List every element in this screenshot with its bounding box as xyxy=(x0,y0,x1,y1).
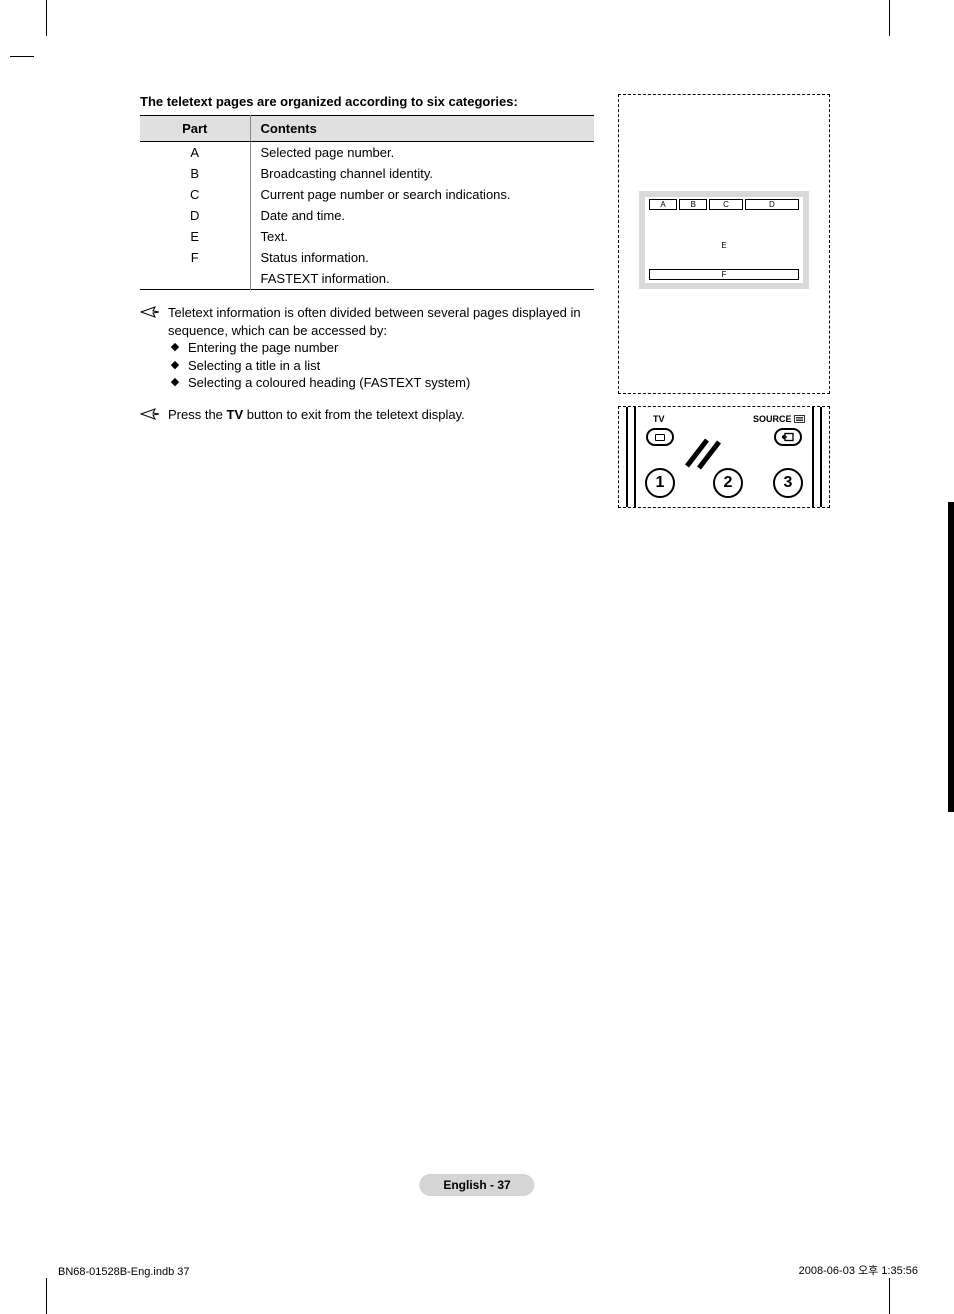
table-header-part: Part xyxy=(140,116,250,142)
table-cell xyxy=(140,268,250,290)
table-cell: Date and time. xyxy=(250,205,594,226)
side-tab-marker xyxy=(948,502,954,812)
page-body: The teletext pages are organized accordi… xyxy=(140,94,830,508)
bullet-text: Entering the page number xyxy=(188,339,338,357)
diamond-icon: ◆ xyxy=(168,339,182,357)
number-2-button: 2 xyxy=(713,468,743,498)
arrow-icon xyxy=(140,304,162,392)
screen-region-c: C xyxy=(709,199,742,210)
screen-region-d: D xyxy=(745,199,799,210)
table-cell: Current page number or search indication… xyxy=(250,184,594,205)
categories-table: Part Contents ASelected page number. BBr… xyxy=(140,115,594,290)
table-cell: E xyxy=(140,226,250,247)
note-text: button to exit from the teletext display… xyxy=(243,407,465,422)
table-cell: A xyxy=(140,142,250,164)
section-heading: The teletext pages are organized accordi… xyxy=(140,94,594,109)
screen-region-b: B xyxy=(679,199,707,210)
footer-timestamp: 2008-06-03 오후 1:35:56 xyxy=(799,1262,918,1278)
diamond-icon: ◆ xyxy=(168,357,182,375)
note-block: Press the TV button to exit from the tel… xyxy=(140,406,594,424)
source-list-icon xyxy=(794,415,805,425)
table-cell: Text. xyxy=(250,226,594,247)
screen-diagram: A B C D E F xyxy=(618,94,830,394)
table-cell: FASTEXT information. xyxy=(250,268,594,290)
table-header-contents: Contents xyxy=(250,116,594,142)
footer-doc-id: BN68-01528B-Eng.indb 37 xyxy=(58,1266,189,1278)
remote-diagram: TV SOURCE xyxy=(618,406,830,508)
table-cell: F xyxy=(140,247,250,268)
source-button xyxy=(774,428,802,446)
remote-source-label: SOURCE xyxy=(753,414,805,425)
table-cell: D xyxy=(140,205,250,226)
source-icon xyxy=(782,430,794,445)
table-cell: Selected page number. xyxy=(250,142,594,164)
screen-region-f: F xyxy=(649,269,799,280)
note-bold: TV xyxy=(227,407,244,422)
left-column: The teletext pages are organized accordi… xyxy=(140,94,594,423)
number-3-button: 3 xyxy=(773,468,803,498)
arrow-icon xyxy=(140,406,162,424)
bullet-text: Selecting a title in a list xyxy=(188,357,320,375)
table-cell: Broadcasting channel identity. xyxy=(250,163,594,184)
tv-icon xyxy=(655,434,665,441)
screen-region-a: A xyxy=(649,199,677,210)
remote-tv-label: TV xyxy=(653,414,665,424)
table-cell: C xyxy=(140,184,250,205)
emphasis-slashes-icon xyxy=(683,432,723,472)
note-lead: Teletext information is often divided be… xyxy=(168,304,594,339)
diamond-icon: ◆ xyxy=(168,374,182,392)
note-block: Teletext information is often divided be… xyxy=(140,304,594,392)
screen-region-e: E xyxy=(645,241,803,250)
note-text: Press the xyxy=(168,407,227,422)
tv-button xyxy=(646,428,674,446)
number-1-button: 1 xyxy=(645,468,675,498)
table-cell: B xyxy=(140,163,250,184)
bullet-text: Selecting a coloured heading (FASTEXT sy… xyxy=(188,374,470,392)
right-column: A B C D E F TV SOURCE xyxy=(618,94,830,508)
table-cell: Status information. xyxy=(250,247,594,268)
page-number-pill: English - 37 xyxy=(419,1174,534,1196)
